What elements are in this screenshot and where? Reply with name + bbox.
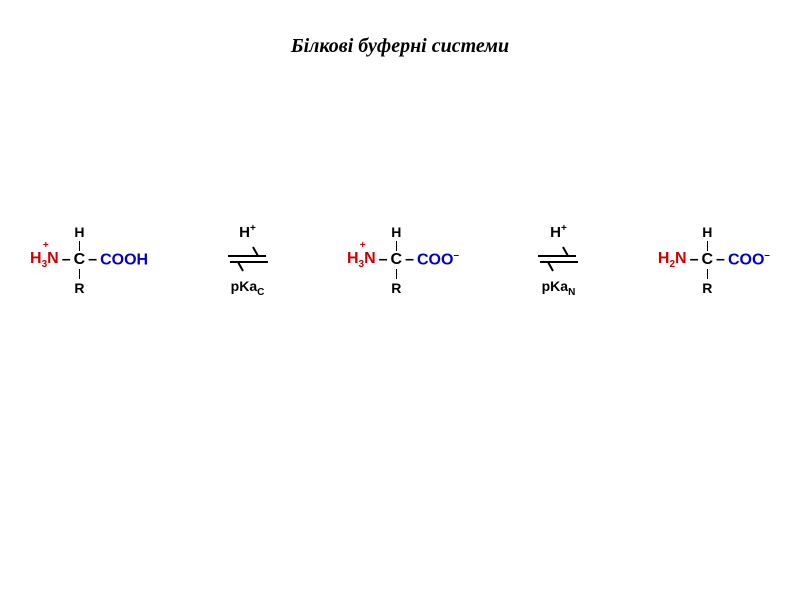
equilibrium-arrow-carboxyl: H+ pKaC — [223, 223, 273, 298]
alpha-carbon: H C R — [701, 225, 713, 295]
amino-group: H3N+ — [347, 250, 376, 270]
equilibrium-icon — [223, 243, 273, 275]
species-anion: H2N – H C R – COO– — [658, 225, 770, 295]
carboxyl-group: COOH — [100, 250, 148, 269]
species-cation-acid: H3N+ – H C R – COOH — [30, 225, 148, 295]
species-zwitterion: H3N+ – H C R – COO– — [347, 225, 459, 295]
bond: – — [716, 251, 725, 269]
equilibrium-arrow-amino: H+ pKaN — [533, 223, 583, 298]
bond: – — [405, 251, 414, 269]
carboxyl-group: COO– — [728, 250, 770, 269]
alpha-carbon: H C R — [391, 225, 403, 295]
bond: – — [62, 251, 71, 269]
bond: – — [690, 251, 699, 269]
reaction-diagram: H3N+ – H C R – COOH H+ pKaC — [30, 195, 770, 325]
carboxyl-group: COO– — [417, 250, 459, 269]
equilibrium-icon — [533, 243, 583, 275]
bond: – — [88, 251, 97, 269]
page-title: Білкові буферні системи — [0, 35, 800, 58]
alpha-carbon: H C R — [74, 225, 86, 295]
bond: – — [379, 251, 388, 269]
amino-group: H3N+ — [30, 250, 59, 270]
amino-group: H2N — [658, 250, 687, 270]
